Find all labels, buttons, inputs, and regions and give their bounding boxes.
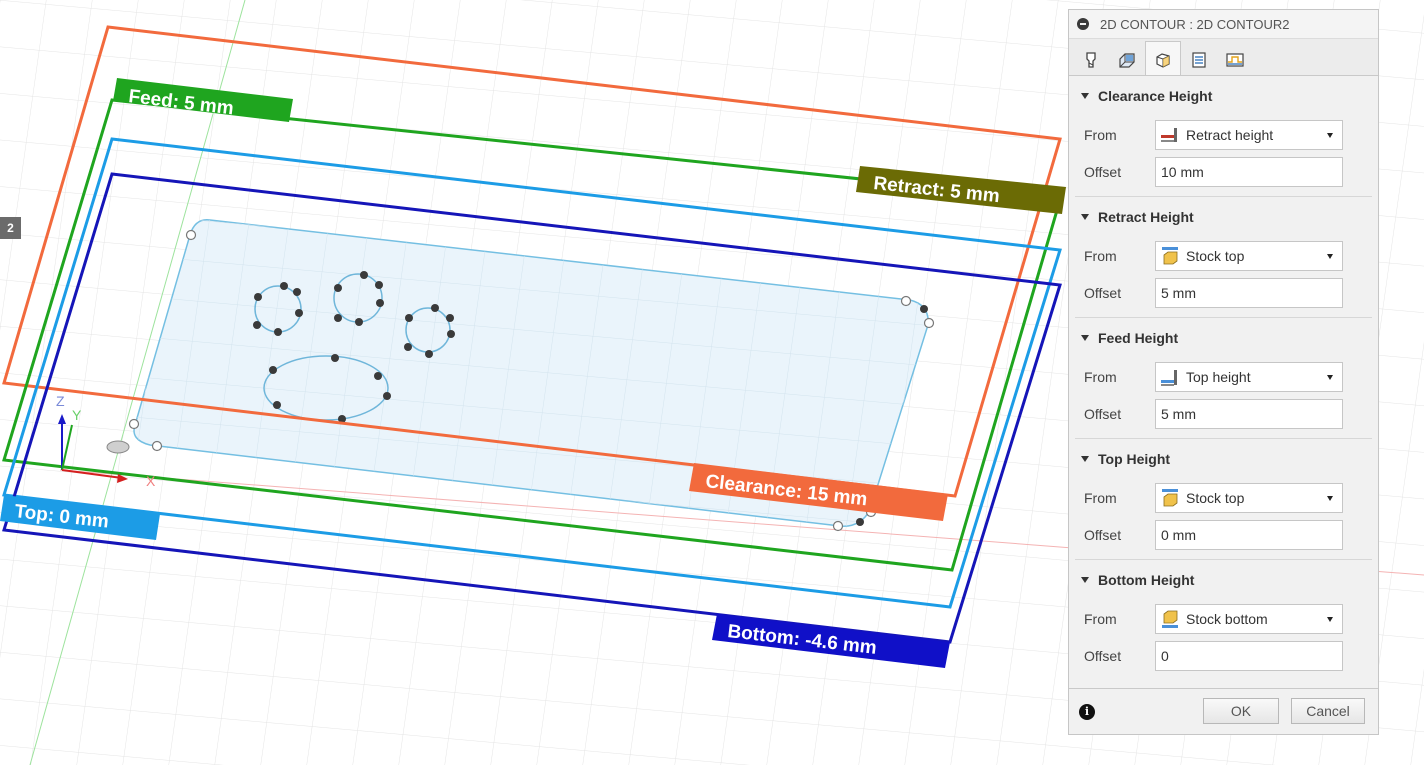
cancel-button[interactable]: Cancel — [1291, 698, 1365, 724]
tab-passes[interactable] — [1181, 43, 1217, 75]
ok-button[interactable]: OK — [1203, 698, 1279, 724]
collapse-icon[interactable] — [1077, 18, 1089, 30]
side-tag[interactable]: 2 — [0, 217, 21, 239]
passes-icon — [1192, 51, 1206, 68]
collapse-triangle-icon — [1081, 214, 1089, 220]
tool-icon — [1086, 51, 1096, 68]
top-from-select[interactable]: Stock top — [1155, 482, 1343, 513]
origin-icon — [106, 440, 130, 454]
select-value: Retract height — [1186, 126, 1274, 143]
top-plane[interactable] — [2, 137, 1062, 609]
collapse-triangle-icon — [1081, 93, 1089, 99]
chevron-down-icon — [1327, 132, 1333, 138]
tab-bar — [1069, 39, 1378, 76]
offset-label: Offset — [1084, 284, 1122, 301]
geometry-icon — [1119, 52, 1135, 68]
clearance-plane[interactable] — [2, 25, 1062, 498]
collapse-triangle-icon — [1081, 577, 1089, 583]
chevron-down-icon — [1327, 616, 1333, 622]
heights-icon — [1156, 52, 1170, 68]
section-feed-header[interactable]: Feed Height — [1075, 318, 1372, 358]
x-axis-label: X — [146, 473, 156, 489]
dialog-title: 2D CONTOUR : 2D CONTOUR2 — [1100, 16, 1290, 32]
section-top-height: Top Height From Stock top Offset — [1075, 439, 1372, 560]
select-value: Stock top — [1186, 247, 1245, 264]
section-clearance-header[interactable]: Clearance Height — [1075, 76, 1372, 116]
tab-tool[interactable] — [1073, 43, 1109, 75]
section-top-header[interactable]: Top Height — [1075, 439, 1372, 479]
tab-geometry[interactable] — [1109, 43, 1145, 75]
select-value: Top height — [1186, 368, 1251, 385]
feed-from-select[interactable]: Top height — [1155, 361, 1343, 392]
clearance-from-select[interactable]: Retract height — [1155, 119, 1343, 150]
section-retract-header[interactable]: Retract Height — [1075, 197, 1372, 237]
stock-grid — [134, 219, 929, 527]
offset-label: Offset — [1084, 163, 1122, 180]
info-icon[interactable]: i — [1079, 703, 1095, 720]
dialog-footer: i OK Cancel — [1069, 688, 1378, 734]
section-title: Feed Height — [1098, 330, 1179, 346]
section-feed-height: Feed Height From Top height Offset — [1075, 318, 1372, 439]
linking-icon — [1226, 52, 1244, 67]
chevron-down-icon — [1327, 374, 1333, 380]
stock-top-icon — [1160, 246, 1180, 266]
retract-from-select[interactable]: Stock top — [1155, 240, 1343, 271]
retract-offset-input[interactable] — [1155, 277, 1343, 308]
operation-dialog: 2D CONTOUR : 2D CONTOUR2 — [1068, 9, 1379, 735]
section-bottom-header[interactable]: Bottom Height — [1075, 560, 1372, 600]
chevron-down-icon — [1327, 253, 1333, 259]
section-clearance-height: Clearance Height From Retract height Off… — [1075, 76, 1372, 197]
feed-plane[interactable] — [2, 98, 1062, 572]
feed-offset-input[interactable] — [1155, 398, 1343, 429]
from-label: From — [1084, 610, 1117, 627]
z-axis-label: Z — [56, 393, 65, 409]
select-value: Stock top — [1186, 489, 1245, 506]
clearance-offset-input[interactable] — [1155, 156, 1343, 187]
tab-heights[interactable] — [1145, 41, 1181, 75]
section-title: Clearance Height — [1098, 88, 1213, 104]
retract-height-icon — [1160, 125, 1180, 145]
from-label: From — [1084, 489, 1117, 506]
select-value: Stock bottom — [1186, 610, 1268, 627]
bottom-from-select[interactable]: Stock bottom — [1155, 603, 1343, 634]
stock-bottom-icon — [1160, 609, 1180, 629]
offset-label: Offset — [1084, 405, 1122, 422]
top-offset-input[interactable] — [1155, 519, 1343, 550]
section-title: Retract Height — [1098, 209, 1194, 225]
collapse-triangle-icon — [1081, 335, 1089, 341]
stock-top-icon — [1160, 488, 1180, 508]
from-label: From — [1084, 247, 1117, 264]
offset-label: Offset — [1084, 526, 1122, 543]
y-axis-guide — [29, 0, 246, 765]
sketch-open-points — [128, 229, 935, 532]
y-axis-label: Y — [72, 407, 82, 423]
chevron-down-icon — [1327, 495, 1333, 501]
axis-triad: Z Y X — [56, 393, 156, 489]
section-title: Bottom Height — [1098, 572, 1195, 588]
section-title: Top Height — [1098, 451, 1171, 467]
collapse-triangle-icon — [1081, 456, 1089, 462]
offset-label: Offset — [1084, 647, 1122, 664]
bottom-offset-input[interactable] — [1155, 640, 1343, 671]
section-retract-height: Retract Height From Stock top Offset — [1075, 197, 1372, 318]
tab-linking[interactable] — [1217, 43, 1253, 75]
dialog-header: 2D CONTOUR : 2D CONTOUR2 — [1069, 10, 1378, 39]
top-height-icon — [1160, 367, 1180, 387]
sketch-points — [253, 271, 928, 526]
from-label: From — [1084, 368, 1117, 385]
section-bottom-height: Bottom Height From Stock bottom Offset — [1075, 560, 1372, 680]
from-label: From — [1084, 126, 1117, 143]
